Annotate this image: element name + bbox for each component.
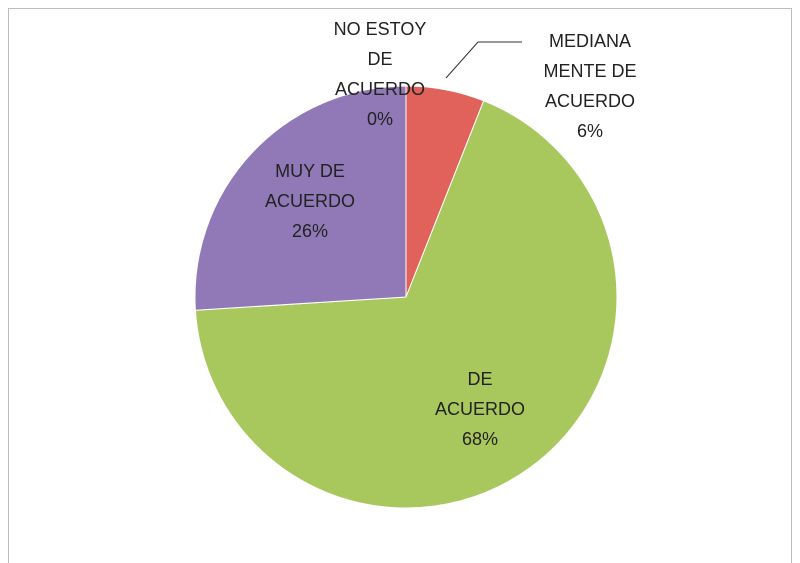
value-label: 68%: [462, 429, 498, 449]
value-label: 6%: [577, 121, 603, 141]
leader-line: [445, 41, 479, 79]
slice-label: NO ESTOY DE ACUERDO: [334, 19, 427, 99]
pie-slice: [194, 85, 407, 311]
slice-label: MUY DE ACUERDO: [265, 161, 355, 211]
value-label: 0%: [367, 109, 393, 129]
slice-label: MEDIANA MENTE DE ACUERDO: [543, 31, 636, 111]
pie-slice: [194, 100, 618, 509]
value-label: 26%: [292, 221, 328, 241]
slice-label: DE ACUERDO: [435, 369, 525, 419]
